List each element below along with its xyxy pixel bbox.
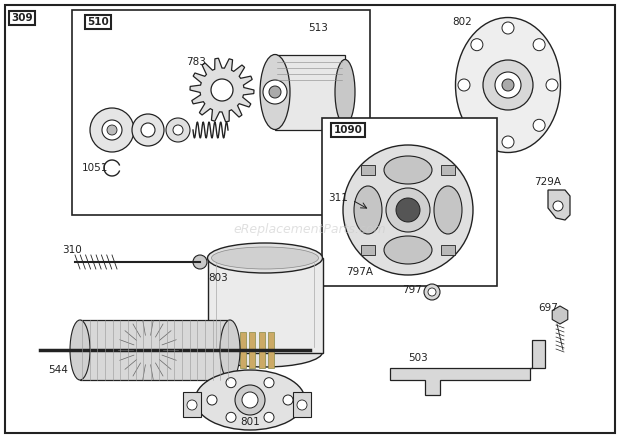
Ellipse shape <box>384 236 432 264</box>
Circle shape <box>533 39 545 51</box>
Ellipse shape <box>354 186 382 234</box>
Text: 1090: 1090 <box>334 125 363 135</box>
Circle shape <box>141 123 155 137</box>
Circle shape <box>242 392 258 408</box>
Polygon shape <box>548 190 570 220</box>
Circle shape <box>264 412 274 422</box>
Circle shape <box>264 378 274 388</box>
Circle shape <box>173 125 183 135</box>
Text: 310: 310 <box>62 245 82 255</box>
Polygon shape <box>552 306 568 324</box>
Circle shape <box>132 114 164 146</box>
Circle shape <box>207 395 217 405</box>
Text: 309: 309 <box>11 13 33 23</box>
Circle shape <box>546 79 558 91</box>
Text: 729A: 729A <box>534 177 562 187</box>
Text: 797: 797 <box>402 285 422 295</box>
Text: 311: 311 <box>328 193 348 203</box>
Text: 797A: 797A <box>347 267 373 277</box>
Circle shape <box>102 120 122 140</box>
Bar <box>322 118 497 286</box>
Circle shape <box>263 80 287 104</box>
Circle shape <box>502 22 514 34</box>
Circle shape <box>193 255 207 269</box>
Circle shape <box>495 72 521 98</box>
Text: 803: 803 <box>208 273 228 283</box>
Ellipse shape <box>456 18 560 152</box>
Ellipse shape <box>434 186 462 234</box>
Circle shape <box>502 136 514 148</box>
Text: 1051: 1051 <box>82 163 108 173</box>
Circle shape <box>226 378 236 388</box>
Ellipse shape <box>70 320 90 380</box>
Circle shape <box>269 86 281 98</box>
Text: 503: 503 <box>408 353 428 363</box>
Circle shape <box>458 79 470 91</box>
Circle shape <box>553 201 563 211</box>
Circle shape <box>297 400 307 410</box>
Circle shape <box>107 125 117 135</box>
Text: eReplacementParts.com: eReplacementParts.com <box>234 223 386 237</box>
Bar <box>268 332 274 368</box>
Ellipse shape <box>195 370 305 430</box>
Bar <box>208 258 323 353</box>
Bar <box>293 392 311 417</box>
Circle shape <box>471 119 483 131</box>
Ellipse shape <box>220 320 240 380</box>
Polygon shape <box>190 58 254 122</box>
Ellipse shape <box>208 337 322 367</box>
Ellipse shape <box>384 156 432 184</box>
Circle shape <box>235 385 265 415</box>
Circle shape <box>343 145 473 275</box>
Polygon shape <box>530 340 545 368</box>
Circle shape <box>533 119 545 131</box>
Text: 783: 783 <box>186 57 206 67</box>
Text: 697: 697 <box>538 303 558 313</box>
Text: 802: 802 <box>452 17 472 27</box>
Circle shape <box>226 412 236 422</box>
Text: 801: 801 <box>240 417 260 427</box>
Circle shape <box>90 108 134 152</box>
Bar <box>441 166 454 175</box>
Bar <box>249 332 255 368</box>
Bar <box>80 320 230 380</box>
Bar <box>441 244 454 254</box>
Circle shape <box>187 400 197 410</box>
Ellipse shape <box>208 243 322 273</box>
Circle shape <box>471 39 483 51</box>
Ellipse shape <box>211 247 319 269</box>
Circle shape <box>424 284 440 300</box>
Polygon shape <box>390 368 530 395</box>
Circle shape <box>211 79 233 101</box>
Bar <box>275 55 345 130</box>
Circle shape <box>483 60 533 110</box>
Bar <box>230 332 236 368</box>
Circle shape <box>166 118 190 142</box>
Ellipse shape <box>335 60 355 124</box>
Bar <box>361 166 375 175</box>
Text: 513: 513 <box>308 23 328 33</box>
Circle shape <box>502 79 514 91</box>
Bar <box>72 10 370 215</box>
Bar <box>361 244 375 254</box>
Bar <box>259 332 265 368</box>
Circle shape <box>396 198 420 222</box>
Bar <box>239 332 246 368</box>
Bar <box>183 392 201 417</box>
Circle shape <box>386 188 430 232</box>
Circle shape <box>283 395 293 405</box>
Circle shape <box>428 288 436 296</box>
Text: 510: 510 <box>87 17 109 27</box>
Text: 544: 544 <box>48 365 68 375</box>
Ellipse shape <box>260 54 290 130</box>
